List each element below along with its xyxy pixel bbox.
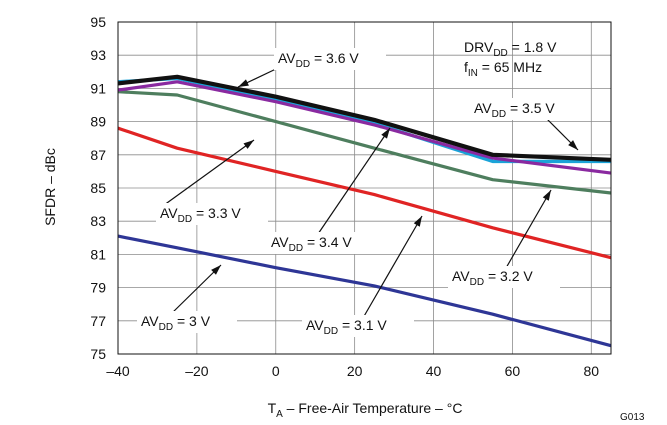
x-tick-label: –40 xyxy=(106,363,130,379)
annotation-arrow-line xyxy=(505,189,552,269)
label-sym: AV xyxy=(271,234,289,250)
x-axis-label-rest: – Free-Air Temperature – °C xyxy=(283,400,463,416)
annotation-av3_6: AVDD = 3.6 V xyxy=(237,48,386,88)
annotation-av3_2: AVDD = 3.2 V xyxy=(448,189,560,288)
annotation-background xyxy=(267,232,379,254)
annotation-av3_3: AVDD = 3.3 V xyxy=(156,139,268,225)
label-rest: = 3.1 V xyxy=(338,317,387,333)
annotation-label: AVDD = 3.4 V xyxy=(271,234,352,254)
y-tick-label: 75 xyxy=(90,346,106,362)
series-line-av3_0 xyxy=(117,234,612,348)
y-tick-label: 95 xyxy=(90,14,106,30)
label-sym: AV xyxy=(306,317,324,333)
label-sub: DD xyxy=(289,243,303,254)
y-tick-label: 89 xyxy=(90,114,106,130)
annotation-background xyxy=(470,98,578,120)
label-sub: DD xyxy=(324,326,338,337)
annotation-arrow-line xyxy=(169,264,222,316)
y-tick-label: 77 xyxy=(90,313,106,329)
y-tick-label: 87 xyxy=(90,147,106,163)
y-tick-labels: 75 77 79 81 83 85 87 89 91 93 95 xyxy=(90,14,106,362)
x-tick-label: 40 xyxy=(426,363,442,379)
annotation-arrowhead xyxy=(568,140,578,150)
label-rest: = 3.5 V xyxy=(506,100,555,116)
y-tick-label: 85 xyxy=(90,180,106,196)
label-sym: AV xyxy=(278,50,296,66)
label-rest: = 3.6 V xyxy=(310,50,359,66)
label-rest: = 3.4 V xyxy=(303,234,352,250)
x-tick-labels: –40 –20 0 20 40 60 80 xyxy=(106,363,599,379)
label-sub: DD xyxy=(178,214,192,225)
plot-frame xyxy=(117,21,612,355)
annotation-arrowhead xyxy=(381,128,390,139)
y-tick-label: 79 xyxy=(90,280,106,296)
annotation-background xyxy=(302,315,414,337)
annotation-arrowhead xyxy=(542,190,551,201)
x-tick-label: 0 xyxy=(272,363,280,379)
annotation-label: AVDD = 3.2 V xyxy=(452,268,533,288)
annotation-av3_5: AVDD = 3.5 V xyxy=(470,98,579,151)
annotation-background xyxy=(156,203,268,225)
annotation-arrowhead xyxy=(211,265,221,275)
series-lines xyxy=(117,74,612,348)
label-sub: DD xyxy=(296,59,310,70)
label-sym: AV xyxy=(474,100,492,116)
condition-text: DRVDD = 1.8 V xyxy=(464,39,557,59)
label-sub: DD xyxy=(470,277,484,288)
annotation-background xyxy=(137,311,237,333)
y-tick-label: 83 xyxy=(90,213,106,229)
series-line-av3_4 xyxy=(117,80,612,175)
annotation-arrowhead xyxy=(238,79,249,87)
annotation-label: AVDD = 3.1 V xyxy=(306,317,387,337)
annotation-av3_1: AVDD = 3.1 V xyxy=(302,215,423,337)
label-sub: DD xyxy=(492,109,506,120)
x-axis-label-sub: A xyxy=(276,409,283,420)
annotation-label: AVDD = 3.5 V xyxy=(474,100,555,120)
annotation-background xyxy=(448,266,560,288)
condition-text: fIN = 65 MHz xyxy=(464,59,542,79)
label-sym: AV xyxy=(141,313,159,329)
annotation-arrowhead xyxy=(243,140,254,149)
label-sub: DD xyxy=(159,322,173,333)
annotation-background xyxy=(274,48,386,70)
x-tick-label: 80 xyxy=(583,363,599,379)
x-tick-label: 20 xyxy=(347,363,363,379)
y-tick-label: 81 xyxy=(90,246,106,262)
annotation-arrow-line xyxy=(362,215,423,319)
annotation-arrow-line xyxy=(159,139,255,209)
annotation-label: AVDD = 3.3 V xyxy=(160,205,241,225)
y-tick-label: 93 xyxy=(90,47,106,63)
x-tick-label: 60 xyxy=(505,363,521,379)
x-axis-label-sym: T xyxy=(268,400,277,416)
annotation-av3_4: AVDD = 3.4 V xyxy=(267,127,391,254)
series-line-av3_6 xyxy=(117,74,612,162)
annotation-av3_0: AVDD = 3 V xyxy=(137,264,237,333)
label-sym: AV xyxy=(452,268,470,284)
label-rest: = 3.3 V xyxy=(192,205,241,221)
annotation-label: AVDD = 3.6 V xyxy=(278,50,359,70)
x-axis-label: TA – Free-Air Temperature – °C xyxy=(268,400,463,420)
y-tick-label: 91 xyxy=(90,80,106,96)
label-rest: = 3.2 V xyxy=(484,268,533,284)
label-rest: = 3 V xyxy=(173,313,211,329)
annotation-arrowhead xyxy=(413,216,422,227)
series-line-av3_3 xyxy=(117,90,612,195)
series-line-av3_2 xyxy=(117,126,612,260)
label-sym: AV xyxy=(160,205,178,221)
x-tick-label: –20 xyxy=(185,363,209,379)
annotation-arrow-line xyxy=(317,127,391,235)
figure-code: G013 xyxy=(620,412,645,423)
annotation-label: AVDD = 3 V xyxy=(141,313,211,333)
y-axis-label: SFDR – dBc xyxy=(42,148,58,226)
